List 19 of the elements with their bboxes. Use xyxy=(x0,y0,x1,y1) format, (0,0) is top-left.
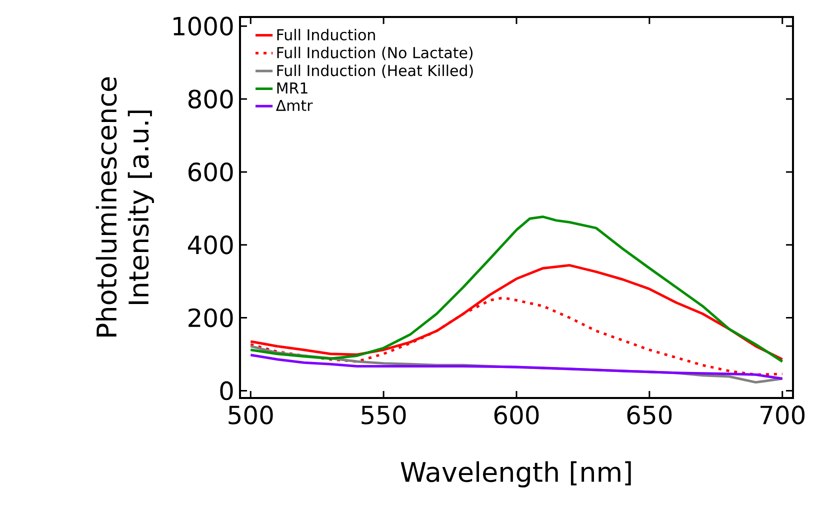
legend-label: Full Induction (Heat Killed) xyxy=(277,64,473,78)
x-tick-label: 550 xyxy=(362,406,406,424)
y-tick-label: 0 xyxy=(220,381,233,400)
x-tick-label: 600 xyxy=(494,406,539,424)
line-series xyxy=(249,216,784,363)
y-tick-label: 800 xyxy=(188,90,233,108)
legend-label: Δmtr xyxy=(276,100,313,111)
legend-label: Full Induction xyxy=(277,28,375,40)
y-axis-title: Photoluminescence Intensity [a.u.] xyxy=(96,77,154,336)
x-tick-label: 500 xyxy=(228,406,273,424)
x-axis-title: Wavelength [nm] xyxy=(400,461,631,488)
y-tick-label: 600 xyxy=(188,162,233,182)
y-tick-label: 1000 xyxy=(174,16,233,36)
legend-label: Full Induction (No Lactate) xyxy=(277,46,473,60)
legend-label: MR1 xyxy=(277,82,308,94)
y-tick-label: 200 xyxy=(188,308,233,328)
x-tick-label: 700 xyxy=(760,406,805,424)
x-tick-label: 650 xyxy=(627,406,672,424)
y-tick-label: 400 xyxy=(188,235,233,254)
